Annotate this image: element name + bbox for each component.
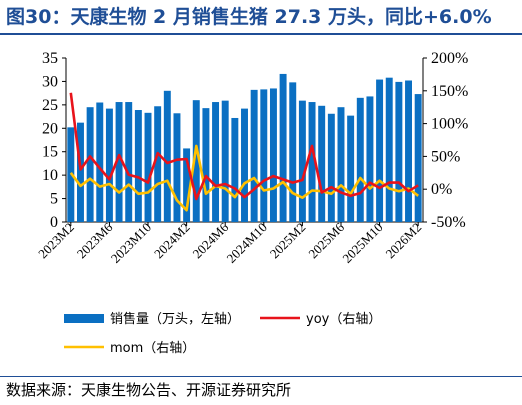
bar xyxy=(327,113,335,222)
legend: 销售量（万头，左轴） yoy（右轴） mom（右轴） xyxy=(64,311,381,356)
bar xyxy=(414,94,422,222)
bar xyxy=(144,112,152,222)
bar xyxy=(376,79,384,222)
chart: 0 5 10 15 20 25 30 35 -50% 0% 50% 100% 150% 200% 2023M… xyxy=(35,50,468,356)
bar xyxy=(308,102,316,222)
right-tick-label: 100% xyxy=(431,116,468,133)
x-tick-label: 2024M2 xyxy=(151,220,193,262)
title-rule xyxy=(0,33,522,35)
right-tick-label: 0% xyxy=(431,181,452,198)
bar xyxy=(125,102,133,222)
bar xyxy=(134,110,142,222)
source-note: 数据来源：天康生物公告、开源证券研究所 xyxy=(6,381,292,399)
chart-title: 图30：天康生物 2 月销售生猪 27.3 万头，同比+6.0% xyxy=(6,6,492,28)
bar xyxy=(115,102,123,222)
x-tick-label: 2024M10 xyxy=(224,220,270,266)
legend-label-mom: mom（右轴） xyxy=(110,341,195,356)
bar xyxy=(289,82,297,222)
bar xyxy=(318,105,326,222)
left-tick-label: 30 xyxy=(42,73,58,90)
yoy-line xyxy=(69,92,419,201)
bar xyxy=(279,73,287,222)
bar xyxy=(337,107,345,222)
bar xyxy=(366,96,374,222)
line-series xyxy=(69,92,419,212)
legend-label-sales: 销售量（万头，左轴） xyxy=(110,311,240,327)
left-tick-label: 5 xyxy=(50,191,58,208)
legend-label-yoy: yoy（右轴） xyxy=(306,312,381,327)
bar xyxy=(356,97,364,222)
bar xyxy=(202,108,210,222)
x-tick-label: 2026M2 xyxy=(383,220,425,262)
legend-swatch-sales xyxy=(64,314,104,323)
source-rule xyxy=(0,376,522,377)
bar xyxy=(269,88,277,222)
bar xyxy=(76,122,84,222)
bar xyxy=(385,77,393,223)
left-tick-label: 25 xyxy=(42,97,58,114)
right-tick-label: 150% xyxy=(431,83,468,100)
bar xyxy=(86,107,94,222)
bar-series xyxy=(67,73,422,223)
bar xyxy=(395,81,403,222)
bar xyxy=(221,100,229,222)
bar xyxy=(183,148,191,222)
bar xyxy=(163,90,171,222)
right-tick-label: 50% xyxy=(431,148,460,165)
bar xyxy=(260,89,268,222)
bar xyxy=(250,89,258,222)
bar xyxy=(105,108,113,222)
bar xyxy=(405,80,413,223)
bar xyxy=(173,113,181,222)
left-tick-label: 0 xyxy=(50,214,58,231)
bar xyxy=(154,106,162,222)
bar xyxy=(347,115,355,222)
left-tick-label: 20 xyxy=(42,120,58,137)
x-tick-label: 2025M2 xyxy=(267,220,309,262)
right-tick-label: -50% xyxy=(431,214,466,231)
left-tick-label: 35 xyxy=(42,50,58,67)
bar xyxy=(212,102,220,222)
left-tick-label: 15 xyxy=(42,144,58,161)
x-tick-label: 2025M10 xyxy=(339,220,385,266)
bar xyxy=(231,117,239,222)
x-tick-label: 2023M10 xyxy=(108,220,154,266)
bar xyxy=(241,108,248,222)
bar xyxy=(192,100,200,222)
bar xyxy=(298,100,306,222)
mom-line xyxy=(69,144,419,212)
bar xyxy=(96,102,104,222)
left-tick-label: 10 xyxy=(42,167,58,184)
right-tick-label: 200% xyxy=(431,50,468,67)
